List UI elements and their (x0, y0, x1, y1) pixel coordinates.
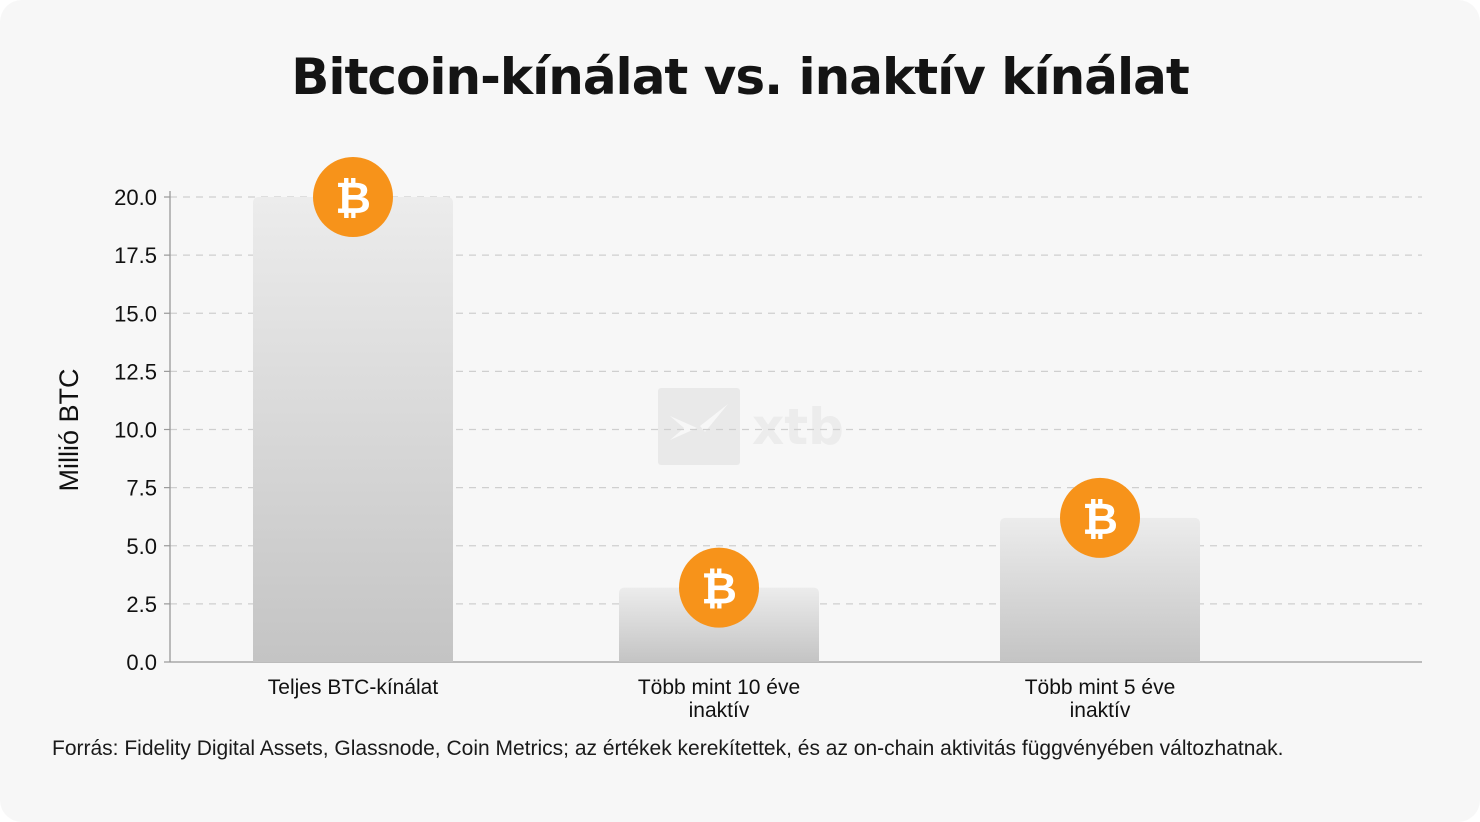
y-axis-label: Millió BTC (54, 368, 84, 491)
bitcoin-icon-symbol: ₿ (335, 173, 371, 224)
bitcoin-icon: ₿ (1060, 477, 1140, 558)
x-tick-label: inaktív (1070, 699, 1131, 722)
y-tick-label: 17.5 (114, 243, 157, 268)
labels: 0.0 2.5 5.0 7.5 10.0 12.5 15.0 17.5 20.0 Teljes B… (114, 185, 1175, 722)
bitcoin-icon: ₿ (679, 547, 759, 628)
bitcoin-icon-circle (679, 547, 759, 628)
y-tick-label: 7.5 (126, 476, 157, 501)
x-tick-label: inaktív (689, 699, 750, 722)
chart-title: Bitcoin-kínálat vs. inaktív kínálat (291, 48, 1190, 106)
y-tick-label: 12.5 (114, 359, 157, 384)
x-tick-label: Teljes BTC-kínálat (268, 676, 439, 699)
x-tick-label: Több mint 10 éve (638, 676, 800, 699)
source-note: Forrás: Fidelity Digital Assets, Glassno… (52, 737, 1284, 760)
y-tick-label: 2.5 (126, 592, 157, 617)
xtb-watermark-text: xtb (752, 398, 844, 456)
xtb-logo-glyph (670, 404, 728, 440)
xtb-logo-mark (658, 388, 740, 465)
y-tick-label: 15.0 (114, 301, 157, 326)
bitcoin-icon-symbol: ₿ (701, 564, 737, 615)
y-tick-label: 5.0 (126, 534, 157, 559)
bitcoin-icon-symbol: ₿ (1082, 494, 1118, 545)
xtb-watermark: xtb (658, 388, 844, 465)
y-tick-label: 10.0 (114, 418, 157, 443)
bitcoin-icon: ₿ (313, 157, 393, 237)
x-tick-label: Több mint 5 éve (1025, 676, 1176, 699)
y-tick-label: 0.0 (126, 650, 157, 675)
bar-1 (253, 197, 453, 662)
bitcoin-icon-circle (1060, 477, 1140, 558)
bars: ₿ ₿ ₿ (253, 157, 1200, 662)
bitcoin-icon-circle (313, 157, 393, 237)
bar-3 (1000, 517, 1200, 662)
y-tick-label: 20.0 (114, 185, 157, 210)
